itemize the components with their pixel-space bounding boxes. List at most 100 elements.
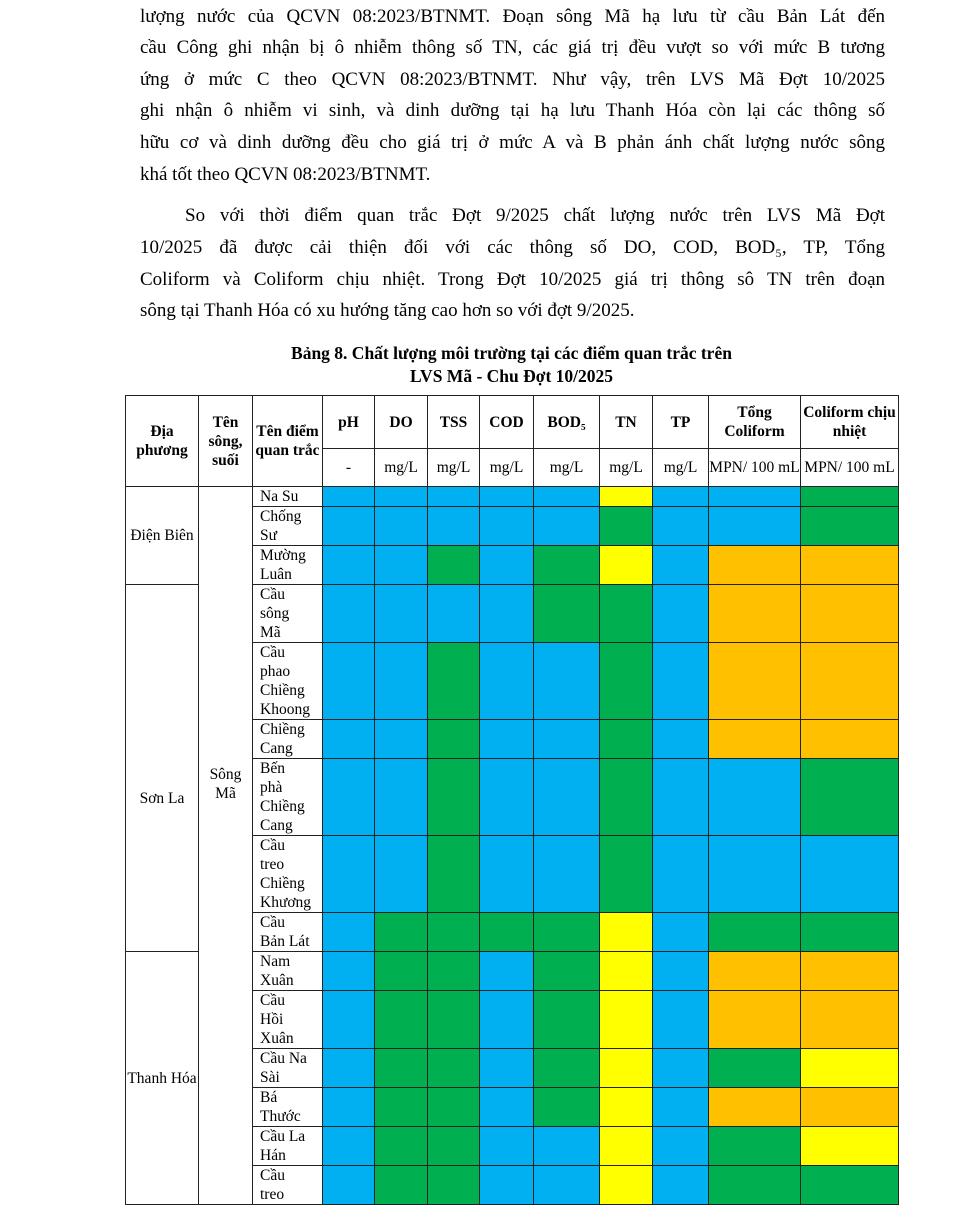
- header-param: Coliform chịu nhiệt: [800, 395, 899, 449]
- quality-level-cell: [708, 990, 801, 1049]
- text-line: 10/2025 đã được cải thiện đối với các th…: [140, 237, 885, 258]
- quality-level-cell: [652, 642, 709, 720]
- quality-level-cell: [427, 719, 480, 759]
- quality-level-cell: [599, 758, 653, 836]
- quality-level-cell: [652, 584, 709, 643]
- quality-level-cell: [800, 545, 899, 585]
- table-row: Cầu Bản Lát: [126, 912, 899, 952]
- quality-level-cell: [708, 758, 801, 836]
- quality-level-cell: [322, 719, 375, 759]
- quality-level-cell: [599, 486, 653, 507]
- quality-level-cell: [322, 1048, 375, 1088]
- quality-level-cell: [479, 1165, 534, 1205]
- header-unit: MPN/ 100 mL: [708, 448, 801, 487]
- station-name: Cầu Na Sài: [252, 1048, 323, 1088]
- table-row: Bến phà Chiềng Cang: [126, 758, 899, 836]
- quality-level-cell: [533, 951, 600, 991]
- quality-level-cell: [427, 951, 480, 991]
- quality-level-cell: [652, 1165, 709, 1205]
- quality-level-cell: [800, 506, 899, 546]
- quality-level-cell: [322, 1087, 375, 1127]
- table-row: Cầu La Hán: [126, 1126, 899, 1166]
- quality-level-cell: [599, 951, 653, 991]
- header-unit: mg/L: [427, 448, 480, 487]
- quality-level-cell: [652, 1087, 709, 1127]
- station-name: Cầu sông Mã: [252, 584, 323, 643]
- header-param: BOD₅: [533, 395, 600, 449]
- quality-level-cell: [800, 1048, 899, 1088]
- text-line: khá tốt theo QCVN 08:2023/BTNMT.: [140, 164, 431, 185]
- station-name: Cầu treo Chiềng Khương: [252, 835, 323, 913]
- quality-level-cell: [533, 506, 600, 546]
- quality-level-cell: [427, 1048, 480, 1088]
- quality-level-cell: [322, 990, 375, 1049]
- quality-level-cell: [479, 990, 534, 1049]
- station-name: Cầu La Hán: [252, 1126, 323, 1166]
- quality-level-cell: [652, 486, 709, 507]
- quality-level-cell: [708, 545, 801, 585]
- header-unit: -: [322, 448, 375, 487]
- quality-level-cell: [800, 990, 899, 1049]
- quality-level-cell: [800, 719, 899, 759]
- quality-level-cell: [374, 990, 428, 1049]
- quality-level-cell: [533, 1126, 600, 1166]
- quality-level-cell: [427, 990, 480, 1049]
- quality-level-cell: [427, 912, 480, 952]
- text-line: ứng ở mức C theo QCVN 08:2023/BTNMT. Như…: [140, 69, 885, 90]
- header-unit: mg/L: [374, 448, 428, 487]
- table-row: Cầu phao Chiềng Khoong: [126, 642, 899, 720]
- quality-level-cell: [479, 835, 534, 913]
- quality-level-cell: [708, 1126, 801, 1166]
- text-line: ghi nhận ô nhiễm vi sinh, và dinh dưỡng …: [140, 100, 885, 121]
- quality-level-cell: [599, 1165, 653, 1205]
- quality-level-cell: [599, 506, 653, 546]
- quality-level-cell: [533, 835, 600, 913]
- table-row: Cầu Hồi Xuân: [126, 990, 899, 1049]
- quality-level-cell: [652, 912, 709, 952]
- quality-level-cell: [322, 1126, 375, 1166]
- quality-level-cell: [374, 912, 428, 952]
- quality-level-cell: [652, 545, 709, 585]
- quality-level-cell: [374, 545, 428, 585]
- locality-cell: Thanh Hóa: [125, 951, 199, 1205]
- table-row: Cầu Na Sài: [126, 1048, 899, 1088]
- station-name: Nam Xuân: [252, 951, 323, 991]
- text-line: hữu cơ và dinh dưỡng đều cho giá trị ở m…: [140, 132, 885, 153]
- table-row: Mường Luân: [126, 545, 899, 585]
- quality-level-cell: [800, 951, 899, 991]
- table-row: Thanh Hóa Nam Xuân: [125, 951, 899, 1205]
- quality-level-cell: [708, 835, 801, 913]
- table-row: Điện Biên Sông Mã Na Su: [125, 486, 899, 1205]
- quality-level-cell: [479, 719, 534, 759]
- quality-level-cell: [374, 758, 428, 836]
- quality-level-cell: [800, 584, 899, 643]
- quality-level-cell: [708, 642, 801, 720]
- quality-level-cell: [800, 1087, 899, 1127]
- station-name: Cầu treo: [252, 1165, 323, 1205]
- header-unit: MPN/ 100 mL: [800, 448, 899, 487]
- station-name: Na Su: [252, 486, 323, 507]
- quality-level-cell: [533, 1048, 600, 1088]
- station-name: Cầu Bản Lát: [252, 912, 323, 952]
- quality-level-cell: [800, 758, 899, 836]
- quality-level-cell: [322, 486, 375, 507]
- quality-level-cell: [374, 486, 428, 507]
- quality-level-cell: [599, 642, 653, 720]
- quality-level-cell: [533, 719, 600, 759]
- quality-level-cell: [427, 1087, 480, 1127]
- quality-level-cell: [652, 835, 709, 913]
- quality-level-cell: [374, 506, 428, 546]
- table-caption: Bảng 8. Chất lượng môi trường tại các đi…: [291, 343, 732, 363]
- station-name: Bá Thước: [252, 1087, 323, 1127]
- quality-level-cell: [708, 719, 801, 759]
- quality-level-cell: [322, 506, 375, 546]
- quality-level-cell: [427, 506, 480, 546]
- station-name: Chiềng Cang: [252, 719, 323, 759]
- quality-level-cell: [652, 1048, 709, 1088]
- quality-level-cell: [800, 1126, 899, 1166]
- quality-level-cell: [708, 1048, 801, 1088]
- quality-level-cell: [708, 912, 801, 952]
- quality-level-cell: [479, 1087, 534, 1127]
- quality-level-cell: [533, 486, 600, 507]
- quality-level-cell: [652, 719, 709, 759]
